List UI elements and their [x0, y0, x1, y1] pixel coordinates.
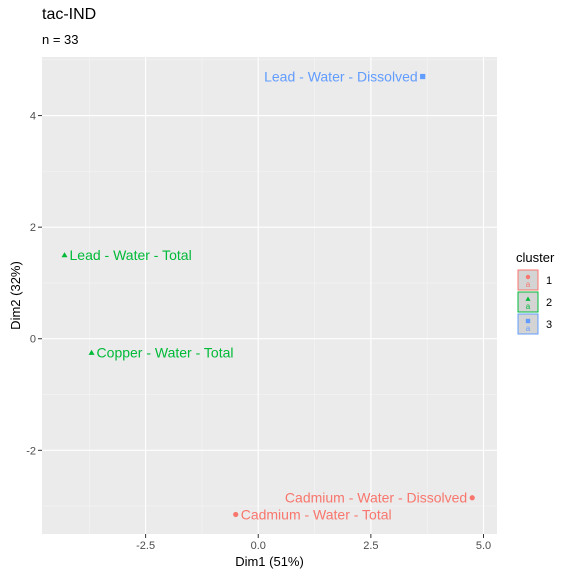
- point-label: Copper - Water - Total: [97, 345, 234, 361]
- chart-title: tac-IND: [42, 6, 97, 23]
- data-point: [233, 511, 239, 518]
- plot-panel: [42, 57, 497, 534]
- data-point: [469, 495, 475, 501]
- legend-title: cluster: [516, 250, 555, 265]
- x-axis-title: Dim1 (51%): [235, 554, 304, 569]
- x-tick-label: 0.0: [251, 540, 266, 552]
- grid-major: [42, 57, 497, 534]
- axis-ticks: -2.5 0.0 2.5 5.0 -2 0 2 4: [26, 111, 491, 552]
- x-tick-label: -2.5: [136, 540, 155, 552]
- legend-symbol: [525, 318, 531, 324]
- legend-key: [517, 313, 539, 335]
- data-points: [61, 73, 475, 518]
- data-point: [61, 252, 68, 258]
- legend-label: 1: [546, 275, 552, 287]
- point-label: Lead - Water - Total: [70, 247, 192, 263]
- legend-key-glyph: a: [526, 302, 531, 311]
- legend: cluster a 1 a 2 a 3: [516, 250, 555, 335]
- grid-minor: [42, 57, 497, 534]
- point-label: Cadmium - Water - Total: [241, 506, 392, 522]
- chart-subtitle: n = 33: [42, 32, 79, 47]
- x-tick-label: 5.0: [476, 540, 491, 552]
- legend-symbol: [525, 274, 531, 280]
- legend-symbol: [525, 296, 531, 301]
- x-tick-label: 2.5: [363, 540, 378, 552]
- point-label: Cadmium - Water - Dissolved: [285, 490, 467, 506]
- legend-key: [517, 269, 539, 291]
- legend-key-glyph: a: [526, 324, 531, 333]
- data-point: [420, 73, 426, 80]
- y-tick-label: -2: [26, 445, 36, 457]
- legend-label: 2: [546, 297, 552, 309]
- y-tick-label: 2: [30, 222, 36, 234]
- point-label: Lead - Water - Dissolved: [264, 69, 418, 85]
- y-axis-title: Dim2 (32%): [8, 261, 23, 330]
- legend-key: [517, 291, 539, 313]
- legend-label: 3: [546, 319, 552, 331]
- y-tick-label: 4: [30, 111, 36, 123]
- legend-key-glyph: a: [526, 280, 531, 289]
- data-point: [88, 349, 95, 355]
- y-tick-label: 0: [30, 334, 36, 346]
